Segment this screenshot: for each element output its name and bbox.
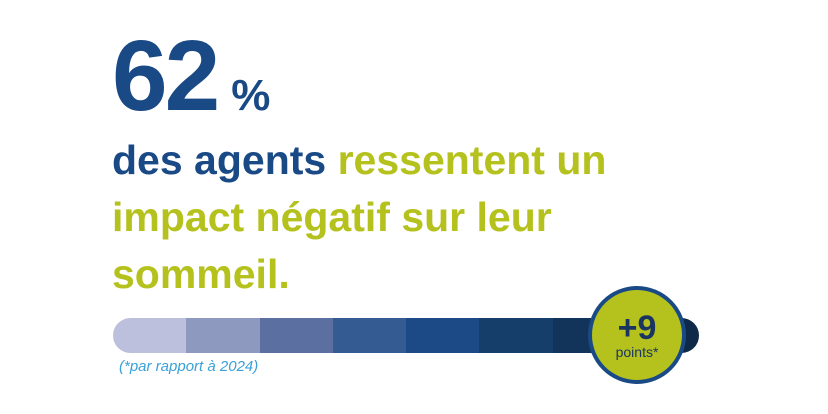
- bar-segment: [479, 318, 553, 353]
- badge-value: +9: [617, 309, 657, 347]
- bar-segment: [406, 318, 480, 353]
- change-badge: +9 points*: [592, 290, 682, 380]
- bar-segment: [113, 318, 187, 353]
- stat-unit: %: [231, 71, 271, 120]
- bar-segment: [186, 318, 260, 353]
- statement-highlight: des agents: [112, 137, 327, 183]
- footnote: (*par rapport à 2024): [119, 358, 259, 375]
- stat-value: 62: [112, 20, 220, 132]
- statement-text: des agents ressentent un impact négatif …: [112, 132, 672, 303]
- statement-rest: ressentent un impact négatif sur leur so…: [112, 137, 607, 297]
- bar-segment: [332, 318, 406, 353]
- badge-unit: points*: [615, 344, 659, 360]
- headline-stat: 62 %: [112, 26, 270, 126]
- bar-segment: [259, 318, 333, 353]
